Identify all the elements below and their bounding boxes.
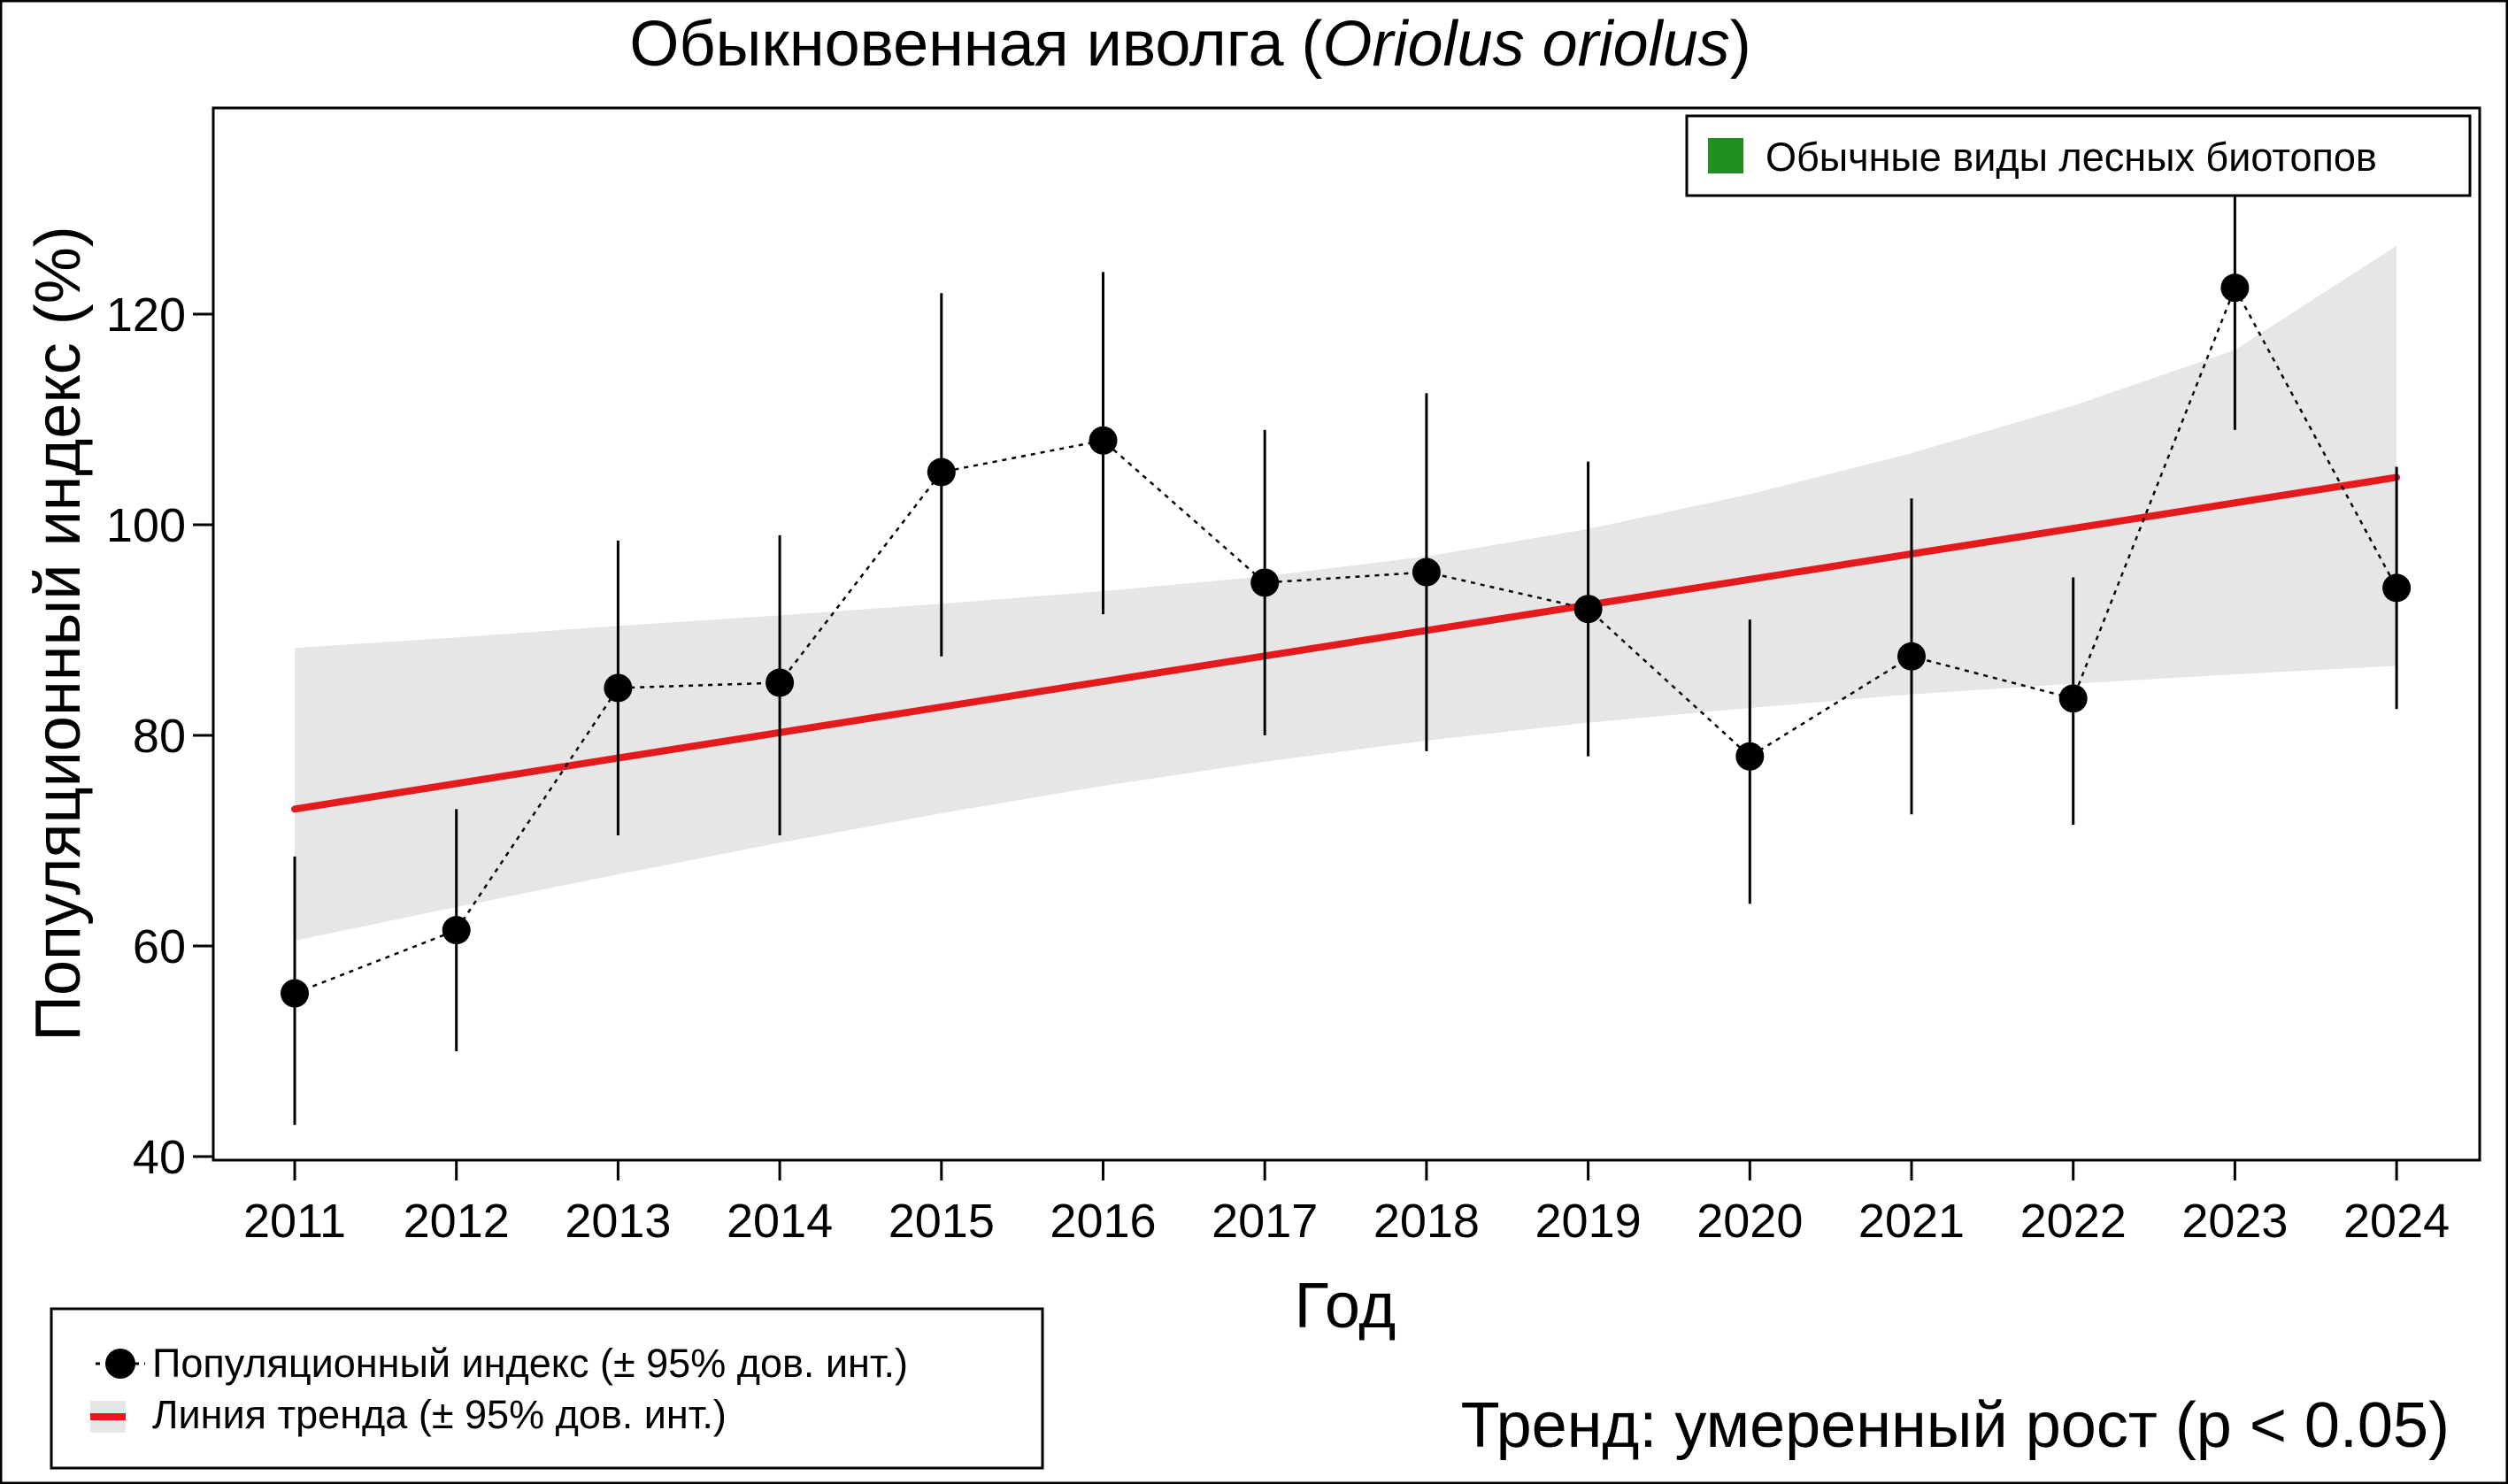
category-legend-box bbox=[1685, 114, 2472, 197]
index-point-2022 bbox=[2058, 684, 2088, 713]
x-tick-label-2022: 2022 bbox=[2020, 1195, 2127, 1248]
x-tick-label-2013: 2013 bbox=[565, 1195, 671, 1248]
trend-confidence-band bbox=[295, 245, 2397, 942]
x-tick-label-2014: 2014 bbox=[727, 1195, 833, 1248]
x-tick-label-2016: 2016 bbox=[1050, 1195, 1156, 1248]
x-axis-label: Год bbox=[1295, 1271, 1396, 1342]
y-tick-label-40: 40 bbox=[133, 1131, 186, 1184]
x-tick-label-2011: 2011 bbox=[243, 1195, 346, 1248]
index-point-2019 bbox=[1573, 595, 1603, 624]
index-point-2015 bbox=[927, 458, 956, 487]
trend-band-layer bbox=[295, 245, 2397, 942]
index-point-2021 bbox=[1897, 642, 1926, 671]
x-tick-label-2012: 2012 bbox=[404, 1195, 510, 1248]
y-tick-label-120: 120 bbox=[106, 288, 186, 342]
trend-result-text: Тренд: умеренный рост (p < 0.05) bbox=[1461, 1390, 2450, 1461]
series-legend: Популяционный индекс (± 95% дов. инт.) Л… bbox=[50, 1307, 1044, 1470]
x-tick-label-2018: 2018 bbox=[1373, 1195, 1480, 1248]
category-legend-swatch bbox=[1708, 138, 1743, 173]
legend-index-label: Популяционный индекс (± 95% дов. инт.) bbox=[152, 1341, 908, 1386]
x-tick-label-2020: 2020 bbox=[1696, 1195, 1803, 1248]
x-tick-label-2017: 2017 bbox=[1212, 1195, 1318, 1248]
y-tick-label-100: 100 bbox=[106, 499, 186, 552]
title-main: Обыкновенная иволга ( bbox=[629, 9, 1322, 80]
index-point-2024 bbox=[2382, 573, 2412, 603]
legend-index-marker bbox=[105, 1349, 135, 1379]
axis-layer: 40 60 80 100 120 2011 2012 2013 2014 2015 2016 2017… bbox=[106, 288, 2450, 1248]
x-tick-label-2019: 2019 bbox=[1535, 1195, 1642, 1248]
x-tick-label-2024: 2024 bbox=[2343, 1195, 2450, 1248]
chart-title: Обыкновенная иволга (Oriolus oriolus) bbox=[629, 9, 1750, 80]
index-point-2023 bbox=[2220, 273, 2250, 303]
trend-line-layer bbox=[291, 473, 2401, 813]
index-layer bbox=[281, 135, 2412, 1126]
index-point-2014 bbox=[765, 668, 795, 697]
index-connector-line bbox=[294, 285, 2398, 995]
x-tick-label-2023: 2023 bbox=[2181, 1195, 2288, 1248]
index-point-2013 bbox=[604, 673, 633, 703]
legend-trend-label: Линия тренда (± 95% дов. инт.) bbox=[152, 1392, 727, 1437]
trend-line bbox=[291, 473, 2401, 813]
series-legend-box bbox=[50, 1307, 1044, 1470]
y-axis-label: Популяционный индекс (%) bbox=[23, 226, 94, 1042]
plot-frame bbox=[212, 106, 2481, 1162]
index-point-2016 bbox=[1089, 426, 1118, 455]
index-point-2017 bbox=[1250, 568, 1280, 597]
index-point-2012 bbox=[442, 916, 471, 945]
index-point-2011 bbox=[281, 979, 309, 1008]
x-tick-label-2015: 2015 bbox=[889, 1195, 995, 1248]
title-end: ) bbox=[1730, 9, 1751, 80]
category-legend-label: Обычные виды лесных биотопов bbox=[1766, 135, 2377, 180]
y-tick-label-80: 80 bbox=[133, 710, 186, 763]
category-legend: Обычные виды лесных биотопов bbox=[1685, 114, 2472, 197]
title-species: Oriolus oriolus bbox=[1323, 9, 1730, 80]
index-point-2018 bbox=[1412, 557, 1441, 587]
y-tick-label-60: 60 bbox=[133, 920, 186, 973]
x-tick-label-2021: 2021 bbox=[1858, 1195, 1965, 1248]
index-point-2020 bbox=[1735, 742, 1765, 771]
